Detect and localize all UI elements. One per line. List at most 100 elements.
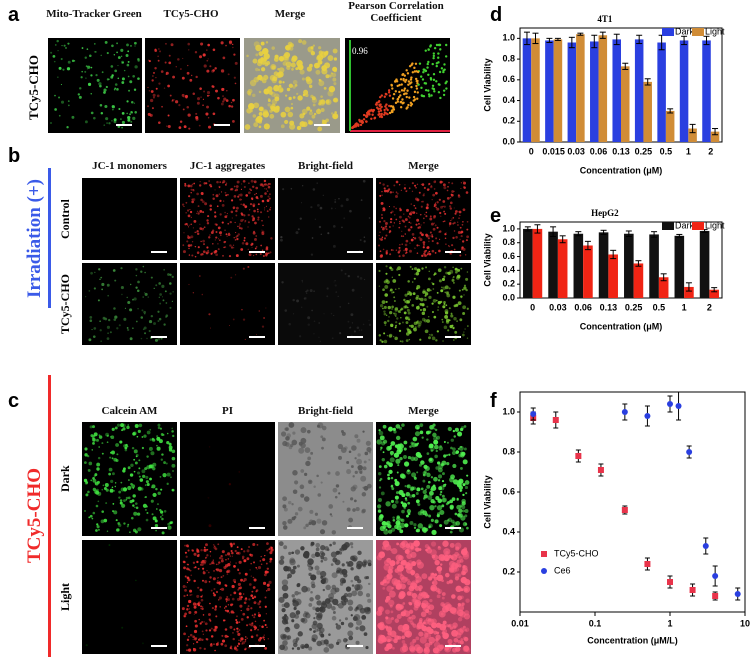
speckle xyxy=(411,442,414,445)
speckle xyxy=(225,554,227,556)
speckle xyxy=(449,223,452,226)
speckle xyxy=(209,65,211,67)
x-tick-label: 0.13 xyxy=(600,302,618,312)
speckle xyxy=(389,560,395,566)
speckle xyxy=(253,114,257,118)
speckle xyxy=(343,217,345,219)
speckle xyxy=(149,90,150,91)
speckle xyxy=(289,558,295,564)
speckle xyxy=(413,292,416,295)
speckle xyxy=(189,608,190,609)
speckle xyxy=(344,446,347,449)
speckle xyxy=(85,56,87,58)
speckle xyxy=(399,457,402,460)
speckle xyxy=(395,288,397,290)
speckle xyxy=(399,330,401,332)
speckle xyxy=(335,284,337,286)
speckle xyxy=(450,543,455,548)
speckle xyxy=(206,219,208,221)
speckle xyxy=(388,427,393,432)
speckle xyxy=(100,104,103,107)
speckle xyxy=(260,245,262,247)
speckle xyxy=(447,186,449,188)
speckle xyxy=(84,479,87,482)
speckle xyxy=(254,238,257,241)
speckle xyxy=(99,320,101,322)
speckle xyxy=(326,603,332,609)
speckle xyxy=(293,566,297,570)
speckle xyxy=(402,254,405,257)
speckle xyxy=(242,242,245,245)
speckle xyxy=(414,278,416,280)
colocalization-point xyxy=(417,91,419,93)
speckle xyxy=(112,428,115,431)
speckle xyxy=(323,589,325,591)
speckle xyxy=(327,287,329,289)
speckle xyxy=(109,457,111,459)
colocalization-point xyxy=(400,106,402,108)
speckle xyxy=(442,592,446,596)
speckle xyxy=(161,518,164,521)
speckle xyxy=(267,190,269,192)
speckle xyxy=(188,195,190,197)
speckle xyxy=(333,225,336,228)
speckle xyxy=(116,51,118,53)
speckle xyxy=(187,184,190,187)
colocalization-point xyxy=(393,93,395,95)
speckle xyxy=(379,235,380,236)
speckle xyxy=(236,552,239,555)
speckle xyxy=(68,61,71,64)
speckle xyxy=(186,240,188,242)
speckle xyxy=(407,591,412,596)
speckle xyxy=(298,448,304,454)
speckle xyxy=(391,210,393,212)
speckle xyxy=(120,482,122,484)
speckle xyxy=(127,424,129,426)
x-tick-label: 0.1 xyxy=(589,618,602,628)
speckle xyxy=(458,301,462,305)
speckle xyxy=(241,618,244,621)
speckle xyxy=(223,57,226,60)
speckle xyxy=(309,111,313,115)
speckle xyxy=(249,624,251,626)
speckle xyxy=(153,516,157,520)
bar xyxy=(608,254,618,298)
colocalization-point xyxy=(422,78,424,80)
speckle xyxy=(396,584,402,590)
speckle xyxy=(423,473,426,476)
colocalization-point xyxy=(391,87,393,89)
speckle xyxy=(418,523,423,528)
speckle xyxy=(384,313,387,316)
speckle xyxy=(348,636,353,641)
speckle xyxy=(199,87,202,90)
speckle xyxy=(419,238,422,241)
speckle xyxy=(223,201,224,202)
speckle xyxy=(245,639,247,641)
speckle xyxy=(419,618,423,622)
x-tick-label: 2 xyxy=(707,302,712,312)
speckle xyxy=(215,239,216,240)
colocalization-point xyxy=(363,114,365,116)
speckle xyxy=(192,184,193,185)
speckle xyxy=(354,575,360,581)
speckle xyxy=(431,541,436,546)
speckle xyxy=(455,543,462,550)
speckle xyxy=(166,72,169,75)
speckle xyxy=(203,53,206,56)
speckle xyxy=(302,185,303,186)
colocalization-point xyxy=(379,103,381,105)
speckle xyxy=(239,572,241,574)
speckle xyxy=(85,120,88,123)
speckle xyxy=(211,628,213,630)
speckle xyxy=(461,182,462,183)
speckle xyxy=(443,276,445,278)
speckle xyxy=(257,629,258,630)
colocalization-point xyxy=(422,71,424,73)
speckle xyxy=(395,208,397,210)
speckle xyxy=(146,519,149,522)
speckle xyxy=(318,60,323,65)
speckle xyxy=(167,273,170,276)
speckle xyxy=(442,200,445,203)
speckle xyxy=(341,204,344,207)
speckle xyxy=(344,273,346,275)
